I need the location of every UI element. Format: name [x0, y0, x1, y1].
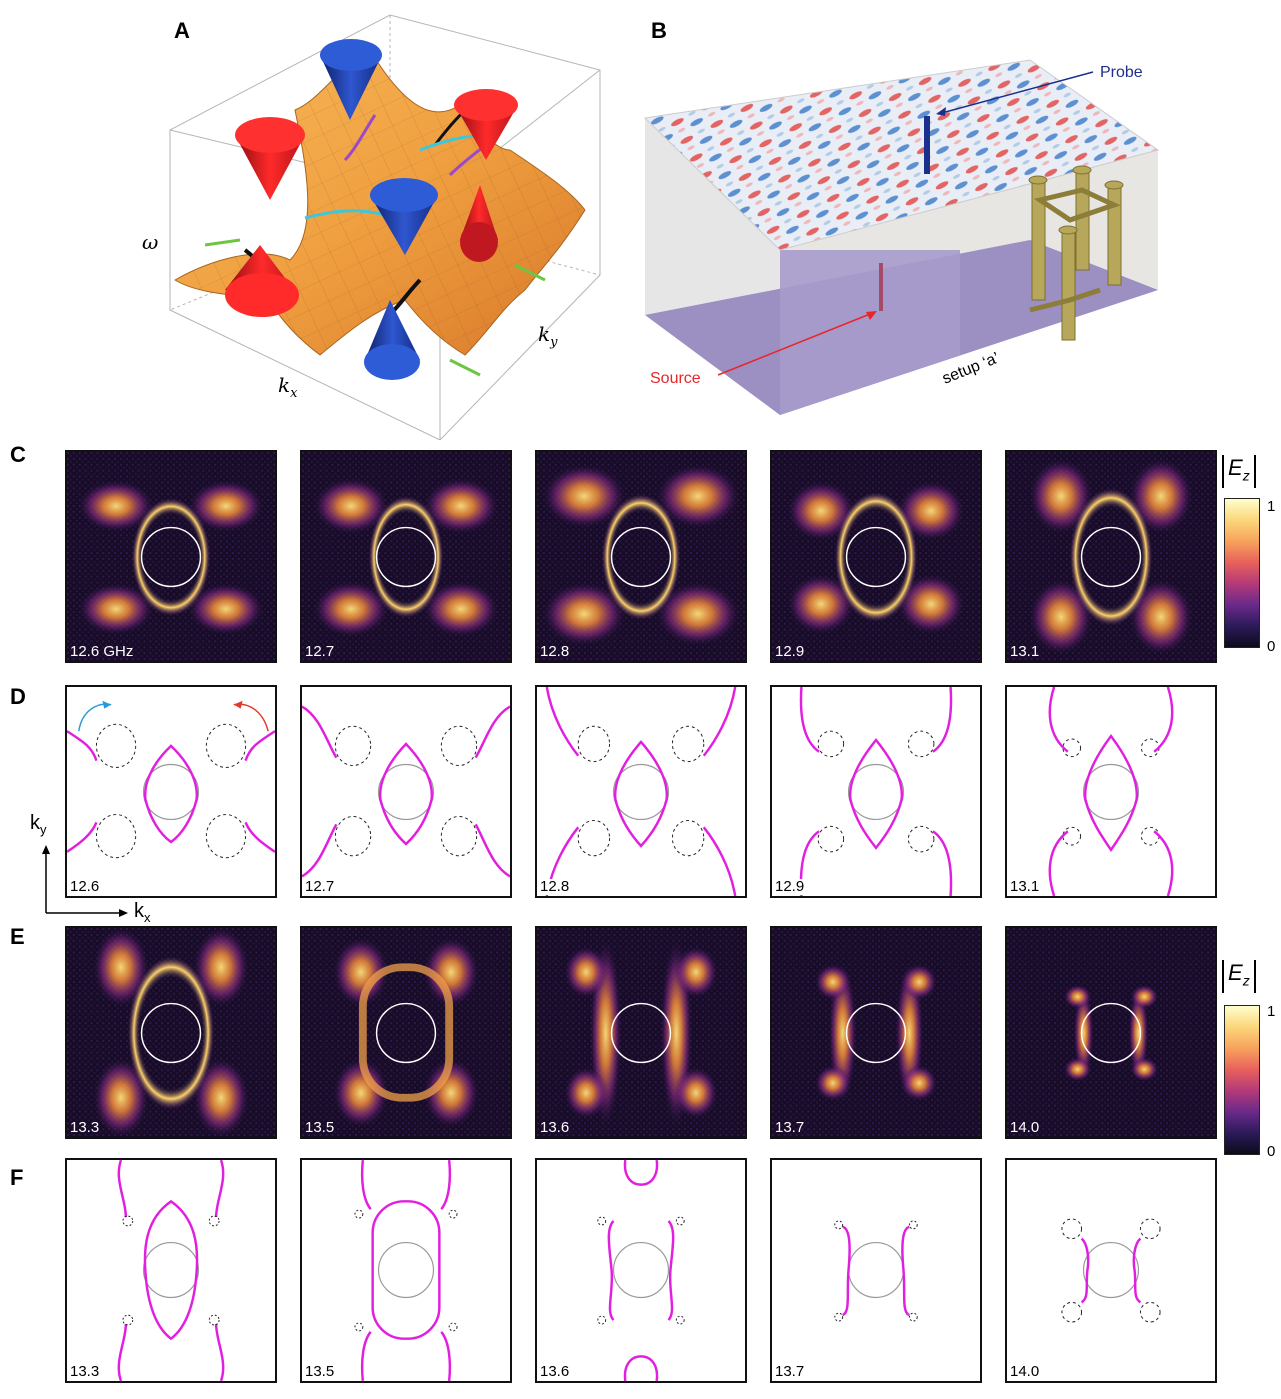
colorbar-c: [1224, 498, 1260, 648]
frequency-label: 13.5: [305, 1119, 335, 1136]
frequency-label: 13.6: [540, 1119, 570, 1136]
colorbar-e-title: Ez: [1222, 960, 1256, 994]
heatmap-e-1: 13.3: [65, 926, 277, 1139]
panel-letter-c: C: [10, 442, 26, 467]
panel-a-figure: [120, 10, 610, 441]
frequency-label: 13.5: [305, 1363, 337, 1380]
probe-rod: [924, 116, 930, 174]
red-cone-2: [454, 89, 518, 160]
contour-f-4: 13.7: [770, 1158, 982, 1383]
contour-f-2: 13.5: [300, 1158, 512, 1383]
setup-illustration: [643, 59, 1160, 415]
ky-label: ky: [30, 812, 47, 837]
frequency-label: 13.7: [775, 1363, 807, 1380]
panel-letter-f: F: [10, 1165, 24, 1190]
heatmap-e-2: 13.5: [300, 926, 512, 1139]
panel-letter-d: D: [10, 684, 26, 709]
omega-axis-label: ω: [142, 230, 159, 254]
heatmap-c-1: 12.6 GHz: [65, 450, 277, 663]
unit-cell-rods: [1028, 165, 1124, 341]
heatmap-c-2: 12.7: [300, 450, 512, 663]
contour-d-1: 12.6: [65, 685, 277, 898]
frequency-label: 12.9: [775, 878, 807, 895]
contour-d-2: 12.7: [300, 685, 512, 898]
field-map: [643, 59, 1160, 251]
panel-letter-a: A: [174, 18, 190, 43]
frequency-label: 13.3: [70, 1119, 100, 1136]
red-cone-1: [235, 117, 305, 200]
contour-f-1: 13.3: [65, 1158, 277, 1383]
colorbar-e-min: 0: [1267, 1143, 1276, 1160]
frequency-label: 12.8: [540, 643, 570, 660]
heatmap-c-4: 12.9: [770, 450, 982, 663]
contour-f-5: 14.0: [1005, 1158, 1217, 1383]
frequency-label: 14.0: [1010, 1119, 1040, 1136]
blue-cone-3: [364, 300, 420, 380]
frequency-label: 12.8: [540, 878, 572, 895]
frequency-label: 12.6 GHz: [70, 643, 134, 660]
source-rod: [879, 263, 883, 311]
colorbar-c-title: Ez: [1222, 455, 1256, 489]
frequency-label: 13.1: [1010, 878, 1042, 895]
frequency-label: 13.1: [1010, 643, 1040, 660]
frequency-label: 12.7: [305, 878, 337, 895]
band-structure-3d: [169, 14, 601, 441]
heatmap-c-3: 12.8: [535, 450, 747, 663]
heatmap-e-4: 13.7: [770, 926, 982, 1139]
frequency-label: 13.3: [70, 1363, 102, 1380]
colorbar-e: [1224, 1005, 1260, 1155]
colorbar-c-max: 1: [1267, 498, 1276, 515]
red-cone-4: [225, 245, 299, 317]
frequency-label: 13.6: [540, 1363, 572, 1380]
heatmap-c-5: 13.1: [1005, 450, 1217, 663]
frequency-label: 12.7: [305, 643, 335, 660]
kx-axis-label: kx: [278, 373, 298, 401]
panel-letter-b: B: [651, 18, 667, 43]
heatmap-e-5: 14.0: [1005, 926, 1217, 1139]
frequency-label: 13.7: [775, 1119, 805, 1136]
frequency-label: 12.9: [775, 643, 805, 660]
panel-b-figure: [630, 50, 1170, 420]
frequency-label: 14.0: [1010, 1363, 1042, 1380]
k-axes: [40, 845, 140, 920]
contour-d-5: 13.1: [1005, 685, 1217, 898]
frequency-label: 12.6: [70, 878, 102, 895]
probe-label: Probe: [1100, 64, 1143, 81]
panel-letter-e: E: [10, 924, 25, 949]
contour-f-3: 13.6: [535, 1158, 747, 1383]
blue-cone-1: [320, 39, 382, 120]
kx-label: kx: [134, 900, 151, 925]
colorbar-c-min: 0: [1267, 638, 1276, 655]
blue-cone-2: [370, 178, 438, 255]
heatmap-e-3: 13.6: [535, 926, 747, 1139]
contour-d-4: 12.9: [770, 685, 982, 898]
colorbar-e-max: 1: [1267, 1003, 1276, 1020]
contour-d-3: 12.8: [535, 685, 747, 898]
source-label: Source: [650, 370, 701, 387]
red-cone-3: [460, 185, 498, 262]
ky-axis-label: ky: [538, 322, 558, 350]
